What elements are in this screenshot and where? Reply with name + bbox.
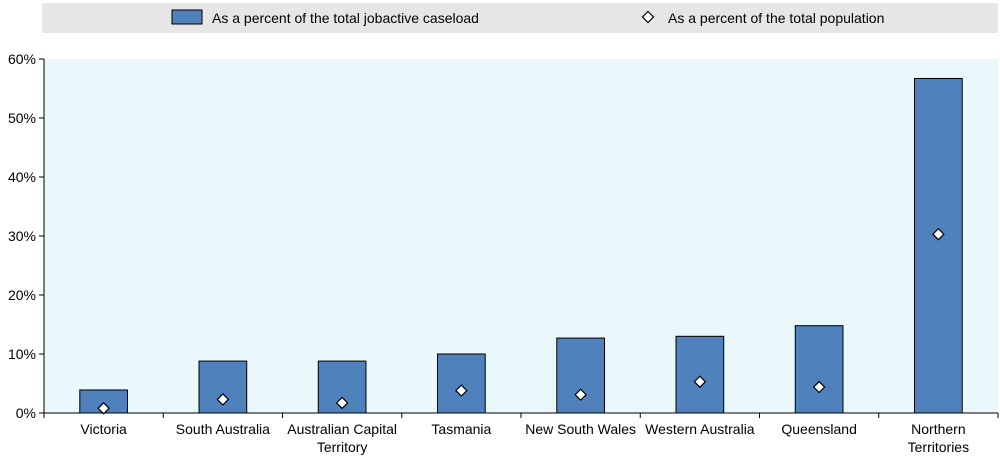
legend-label-bar: As a percent of the total jobactive case… — [212, 10, 479, 26]
diamond-marker — [335, 396, 349, 410]
x-category-label-line: Victoria — [80, 421, 127, 437]
y-tick-label: 0% — [16, 405, 36, 421]
x-category-label-line: Northern — [911, 421, 965, 437]
x-category-label: Tasmania — [431, 421, 491, 437]
bar — [556, 337, 605, 414]
x-axis: Victoria South Australia Australian Capita… — [43, 412, 999, 455]
x-category-label: Victoria — [80, 421, 127, 437]
x-category-label: New South Wales — [525, 421, 636, 437]
y-tick-label: 60% — [8, 51, 36, 67]
marker-series — [97, 227, 945, 415]
x-category-label: Western Australia — [645, 421, 755, 437]
y-tick-label: 40% — [8, 169, 36, 185]
y-tick-label: 30% — [8, 228, 36, 244]
x-category-label-line: Western Australia — [645, 421, 755, 437]
bar — [914, 77, 963, 414]
legend-swatch-diamond — [641, 10, 655, 24]
plot-area — [44, 59, 998, 413]
bar — [675, 335, 725, 414]
x-category-label-line: Territory — [317, 439, 368, 455]
x-category-label-line: Queensland — [781, 421, 857, 437]
x-category-label: Queensland — [781, 421, 857, 437]
legend-label-diamond: As a percent of the total population — [668, 10, 884, 26]
y-axis: 0% 10% 20% 30% 40% 50% 60% — [8, 51, 45, 421]
diamond-marker — [97, 401, 110, 415]
diamond-marker — [932, 227, 945, 241]
legend: As a percent of the total jobactive case… — [171, 9, 884, 26]
diamond-marker — [693, 375, 707, 389]
x-category-label-line: Tasmania — [431, 421, 491, 437]
x-category-label-line: Territories — [908, 439, 969, 455]
y-tick-label: 50% — [8, 110, 36, 126]
diamond-marker — [455, 384, 468, 397]
x-category-label: Northern Territories — [908, 421, 969, 455]
diamond-marker — [574, 388, 587, 402]
x-category-label-line: South Australia — [176, 421, 270, 437]
x-category-label-line: Australian Capital — [287, 421, 397, 437]
x-category-label-line: New South Wales — [525, 421, 636, 437]
y-tick-label: 10% — [8, 346, 36, 362]
bar — [794, 325, 844, 414]
y-tick-label: 20% — [8, 287, 36, 303]
legend-swatch-bar — [171, 9, 203, 25]
x-category-label: Australian Capital Territory — [287, 421, 397, 455]
diamond-marker — [216, 393, 230, 406]
bar — [437, 353, 486, 414]
diamond-marker — [812, 380, 826, 394]
x-category-label: South Australia — [176, 421, 270, 437]
